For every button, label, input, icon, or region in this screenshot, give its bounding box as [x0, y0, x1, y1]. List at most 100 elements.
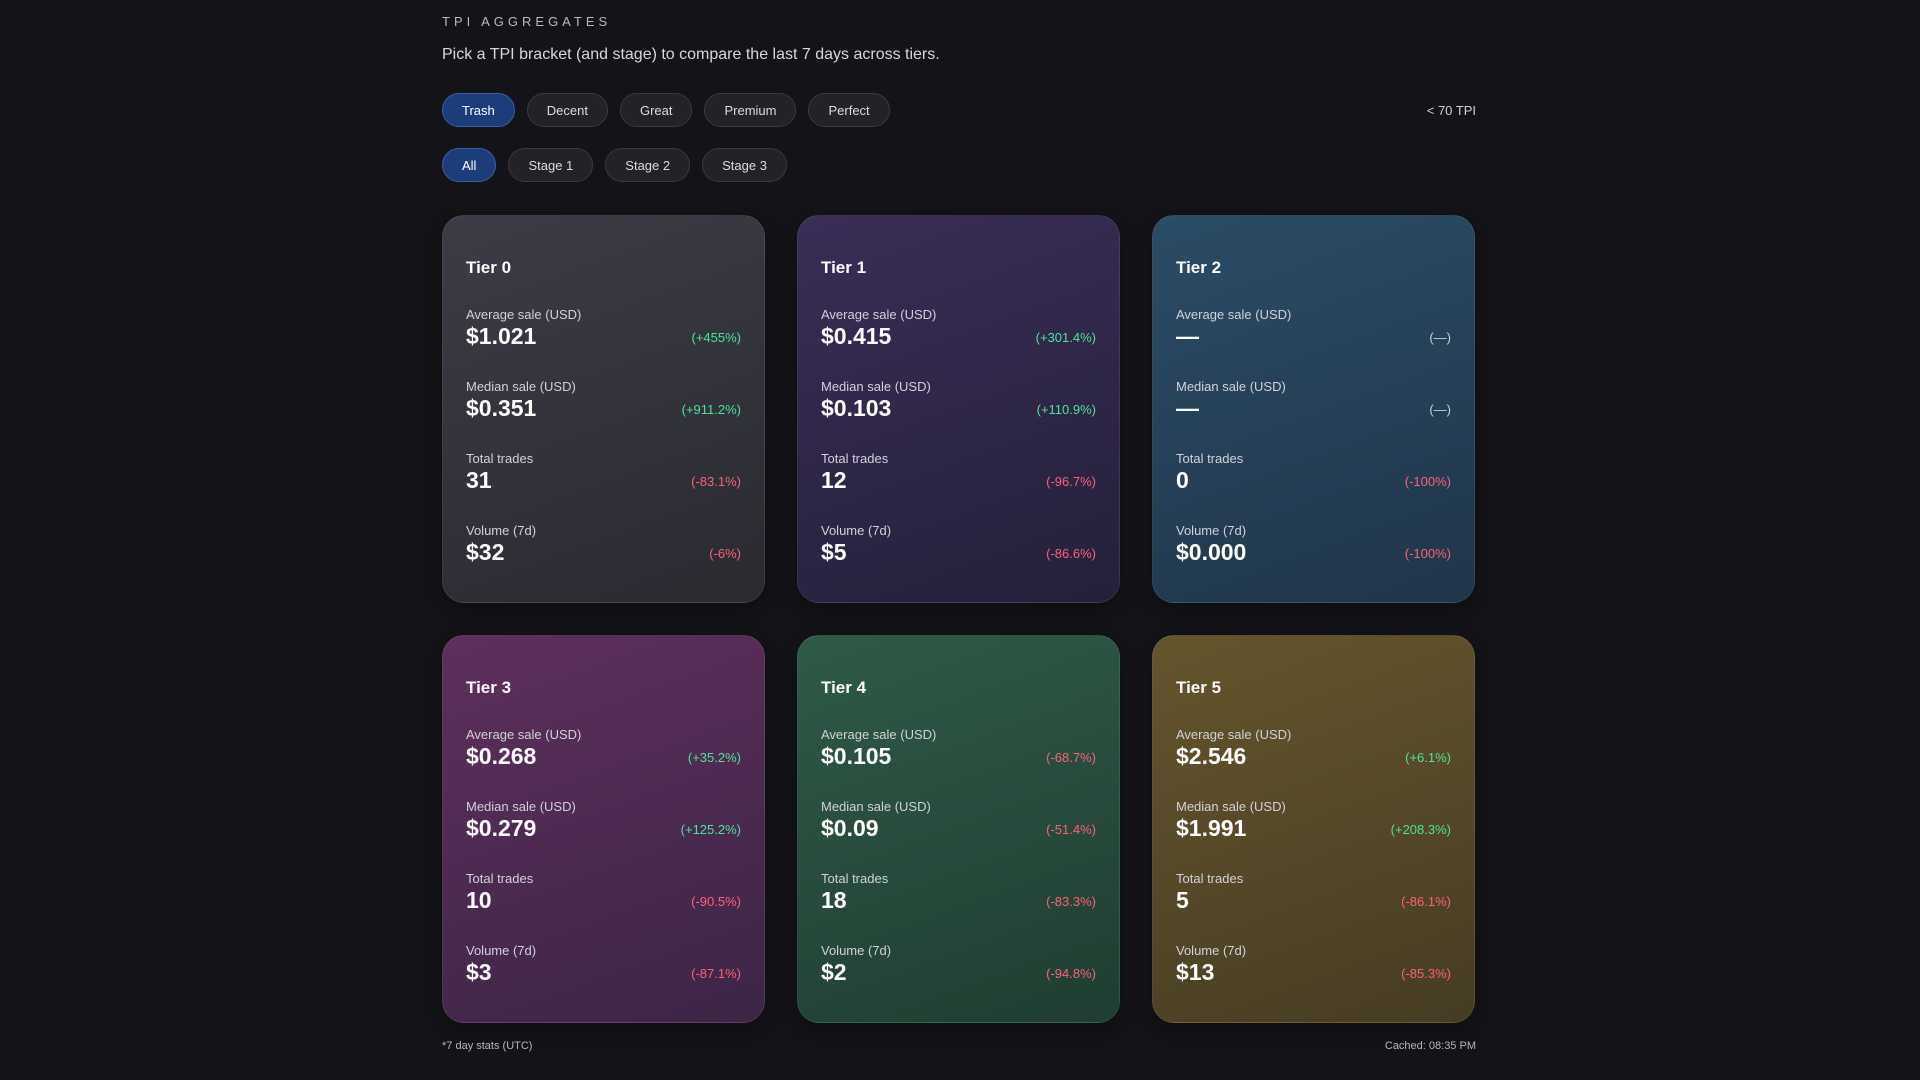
tier-card-2: Tier 2 Average sale (USD) — (—) Median s… — [1152, 215, 1475, 603]
stat-total-trades: Total trades 0 (-100%) — [1176, 451, 1451, 501]
stat-label: Average sale (USD) — [821, 307, 937, 322]
stat-change: (+6.1%) — [1405, 750, 1451, 765]
stat-label: Median sale (USD) — [466, 799, 576, 814]
stat-average-sale: Average sale (USD) $2.546 (+6.1%) — [1176, 727, 1451, 777]
stat-label: Volume (7d) — [466, 943, 537, 958]
stat-value: $13 — [1176, 959, 1215, 985]
stat-value: $0.103 — [821, 395, 892, 421]
tier-title: Tier 4 — [821, 678, 867, 697]
stat-value: — — [1176, 395, 1199, 421]
stat-change: (-83.3%) — [1046, 894, 1096, 909]
stat-value: $0.351 — [466, 395, 537, 421]
stat-median-sale: Median sale (USD) $0.09 (-51.4%) — [821, 799, 1096, 849]
stat-label: Total trades — [466, 871, 534, 886]
stat-volume: Volume (7d) $32 (-6%) — [466, 523, 741, 573]
stat-label: Total trades — [1176, 451, 1244, 466]
stat-median-sale: Median sale (USD) — (—) — [1176, 379, 1451, 429]
stat-average-sale: Average sale (USD) $0.105 (-68.7%) — [821, 727, 1096, 777]
stat-change: (-6%) — [709, 546, 741, 561]
stat-volume: Volume (7d) $2 (-94.8%) — [821, 943, 1096, 993]
tier-card-grid: Tier 0 Average sale (USD) $1.021 (+455%)… — [442, 215, 1476, 1023]
stat-label: Volume (7d) — [1176, 523, 1247, 538]
stat-label: Volume (7d) — [821, 523, 892, 538]
stat-change: (-83.1%) — [691, 474, 741, 489]
stat-change: (+110.9%) — [1036, 402, 1096, 417]
stat-value: 10 — [466, 887, 492, 913]
stat-value: — — [1176, 323, 1199, 349]
stat-total-trades: Total trades 5 (-86.1%) — [1176, 871, 1451, 921]
stats-footnote: *7 day stats (UTC) — [442, 1040, 533, 1052]
stat-label: Average sale (USD) — [466, 307, 582, 322]
tier-title: Tier 0 — [466, 258, 512, 277]
stat-change: (+911.2%) — [681, 402, 741, 417]
bracket-filter-group: Trash Decent Great Premium Perfect — [442, 93, 890, 127]
stat-median-sale: Median sale (USD) $0.351 (+911.2%) — [466, 379, 741, 429]
stat-volume: Volume (7d) $13 (-85.3%) — [1176, 943, 1451, 993]
tier-card-4: Tier 4 Average sale (USD) $0.105 (-68.7%… — [797, 635, 1120, 1023]
stat-change: (-96.7%) — [1046, 474, 1096, 489]
stat-volume: Volume (7d) $0.000 (-100%) — [1176, 523, 1451, 573]
stat-label: Average sale (USD) — [466, 727, 582, 742]
stat-average-sale: Average sale (USD) $1.021 (+455%) — [466, 307, 741, 357]
stat-total-trades: Total trades 31 (-83.1%) — [466, 451, 741, 501]
bracket-pill-premium[interactable]: Premium — [704, 93, 797, 127]
stage-pill-stage-1[interactable]: Stage 1 — [508, 148, 594, 182]
stat-volume: Volume (7d) $3 (-87.1%) — [466, 943, 741, 993]
stat-change: (-85.3%) — [1401, 966, 1451, 981]
stat-change: (+301.4%) — [1035, 330, 1096, 345]
stage-pill-stage-3[interactable]: Stage 3 — [702, 148, 787, 182]
stage-pill-all[interactable]: All — [442, 148, 497, 182]
section-eyebrow: TPI AGGREGATES — [442, 14, 612, 29]
stat-total-trades: Total trades 18 (-83.3%) — [821, 871, 1096, 921]
stat-change: (-100%) — [1404, 546, 1451, 561]
stat-change: (-90.5%) — [691, 894, 741, 909]
stat-value: $1.991 — [1176, 815, 1247, 841]
stat-average-sale: Average sale (USD) $0.415 (+301.4%) — [821, 307, 1096, 357]
stat-label: Average sale (USD) — [821, 727, 937, 742]
stage-pill-stage-2[interactable]: Stage 2 — [605, 148, 691, 182]
stat-value: $0.105 — [821, 743, 892, 769]
bracket-pill-great[interactable]: Great — [619, 93, 693, 127]
stat-median-sale: Median sale (USD) $1.991 (+208.3%) — [1176, 799, 1451, 849]
stat-label: Total trades — [1176, 871, 1244, 886]
stat-value: $0.000 — [1176, 539, 1247, 565]
cache-timestamp: Cached: 08:35 PM — [1384, 1040, 1476, 1052]
bracket-pill-decent[interactable]: Decent — [526, 93, 608, 127]
stat-label: Average sale (USD) — [1176, 307, 1292, 322]
stat-value: $1.021 — [466, 323, 537, 349]
stat-change: (-86.1%) — [1401, 894, 1451, 909]
stat-value: $0.09 — [821, 815, 879, 841]
tier-title: Tier 1 — [821, 258, 867, 277]
stat-value: $3 — [466, 959, 492, 985]
stat-label: Median sale (USD) — [1176, 379, 1286, 394]
stat-value: 0 — [1176, 467, 1189, 493]
bracket-pill-perfect[interactable]: Perfect — [808, 93, 890, 127]
tier-card-1: Tier 1 Average sale (USD) $0.415 (+301.4… — [797, 215, 1120, 603]
stat-value: $0.268 — [466, 743, 537, 769]
stat-change: (-68.7%) — [1046, 750, 1096, 765]
tier-title: Tier 3 — [466, 678, 512, 697]
stat-median-sale: Median sale (USD) $0.103 (+110.9%) — [821, 379, 1096, 429]
stat-label: Average sale (USD) — [1176, 727, 1292, 742]
stat-volume: Volume (7d) $5 (-86.6%) — [821, 523, 1096, 573]
stat-average-sale: Average sale (USD) — (—) — [1176, 307, 1451, 357]
stat-value: 5 — [1176, 887, 1189, 913]
stat-value: $2 — [821, 959, 847, 985]
stat-label: Median sale (USD) — [1176, 799, 1286, 814]
stat-value: $0.415 — [821, 323, 892, 349]
tier-title: Tier 5 — [1176, 678, 1222, 697]
stat-value: 18 — [821, 887, 847, 913]
bracket-pill-trash[interactable]: Trash — [442, 93, 515, 127]
stat-value: 12 — [821, 467, 847, 493]
stat-value: $32 — [466, 539, 505, 565]
stat-value: 31 — [466, 467, 492, 493]
stat-value: $5 — [821, 539, 847, 565]
stat-average-sale: Average sale (USD) $0.268 (+35.2%) — [466, 727, 741, 777]
stat-change: (+455%) — [691, 330, 742, 345]
stat-change: (-94.8%) — [1046, 966, 1096, 981]
stat-label: Median sale (USD) — [821, 379, 931, 394]
tier-card-0: Tier 0 Average sale (USD) $1.021 (+455%)… — [442, 215, 765, 603]
section-subtitle: Pick a TPI bracket (and stage) to compar… — [442, 46, 940, 63]
stat-value: $0.279 — [466, 815, 537, 841]
stat-change: (+125.2%) — [680, 822, 741, 837]
